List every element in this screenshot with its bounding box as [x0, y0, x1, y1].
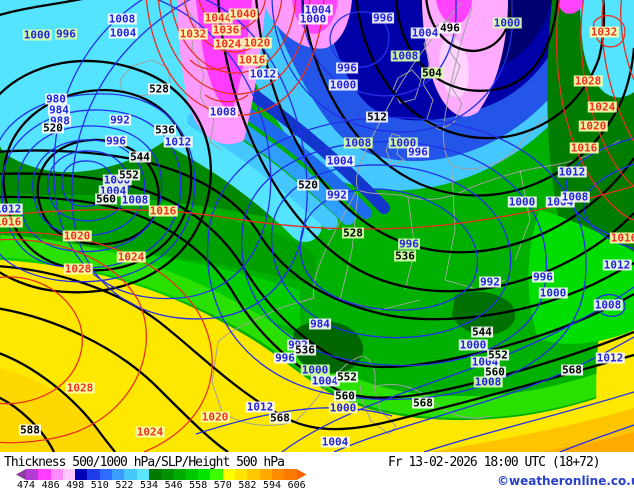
colorbar-tick-label: 474	[16, 480, 36, 490]
colorbar-tick-label: 594	[262, 480, 282, 490]
colorbar-band	[16, 469, 26, 480]
thickness-fill-zones	[0, 0, 634, 452]
colorbar-band	[50, 469, 63, 480]
colorbar-tick-label: 486	[41, 480, 60, 490]
colorbar-tick-label: 582	[238, 480, 257, 490]
legend-strip: Thickness 500/1000 hPa/SLP/Height 500 hP…	[0, 452, 634, 490]
colorbar-band	[148, 469, 162, 480]
colorbar-band	[198, 469, 211, 480]
colorbar-band	[222, 469, 236, 480]
colorbar-band	[26, 469, 39, 480]
colorbar-tick-label: 534	[139, 480, 159, 490]
colorbar-band	[235, 469, 248, 480]
colorbar-band	[124, 469, 137, 480]
colorbar-tick-label: 558	[189, 480, 208, 490]
map-area: 1008 1004 1000 996 980 984 988 992 996 1000 1004 10…	[0, 0, 634, 452]
colorbar-band	[284, 469, 297, 480]
colorbar-band	[136, 469, 149, 480]
colorbar-band	[185, 469, 199, 480]
chart-title: Thickness 500/1000 hPa/SLP/Height 500 hP…	[4, 455, 285, 470]
colorbar-tick-label: 606	[287, 480, 306, 490]
weather-map	[0, 0, 634, 452]
weatheronline-watermark-link[interactable]: ©weatheronline.co.uk	[497, 474, 634, 488]
colorbar-tick-label: 522	[115, 480, 134, 490]
colorbar-band	[62, 469, 76, 480]
colorbar-band	[247, 469, 260, 480]
colorbar-ticks: 474 486 498 510 522 534 546 558 570 582 594 606	[0, 480, 320, 490]
colorbar-band	[271, 469, 285, 480]
colorbar-tick-label: 570	[213, 480, 232, 490]
colorbar-band	[296, 469, 307, 480]
colorbar-band	[112, 469, 125, 480]
colorbar-tick-label: 510	[90, 480, 109, 490]
colorbar-band	[210, 469, 223, 480]
colorbar-band	[259, 469, 272, 480]
colorbar-band	[173, 469, 186, 480]
colorbar-band	[99, 469, 113, 480]
colorbar-band	[161, 469, 174, 480]
colorbar-tick-label: 546	[164, 480, 183, 490]
valid-datetime: Fr 13-02-2026 18:00 UTC (18+72)	[388, 455, 601, 470]
colorbar-band	[75, 469, 88, 480]
colorbar-tick-label: 498	[66, 480, 85, 490]
colorbar-band	[87, 469, 100, 480]
thickness-colorbar	[16, 469, 307, 480]
colorbar-band	[38, 469, 51, 480]
